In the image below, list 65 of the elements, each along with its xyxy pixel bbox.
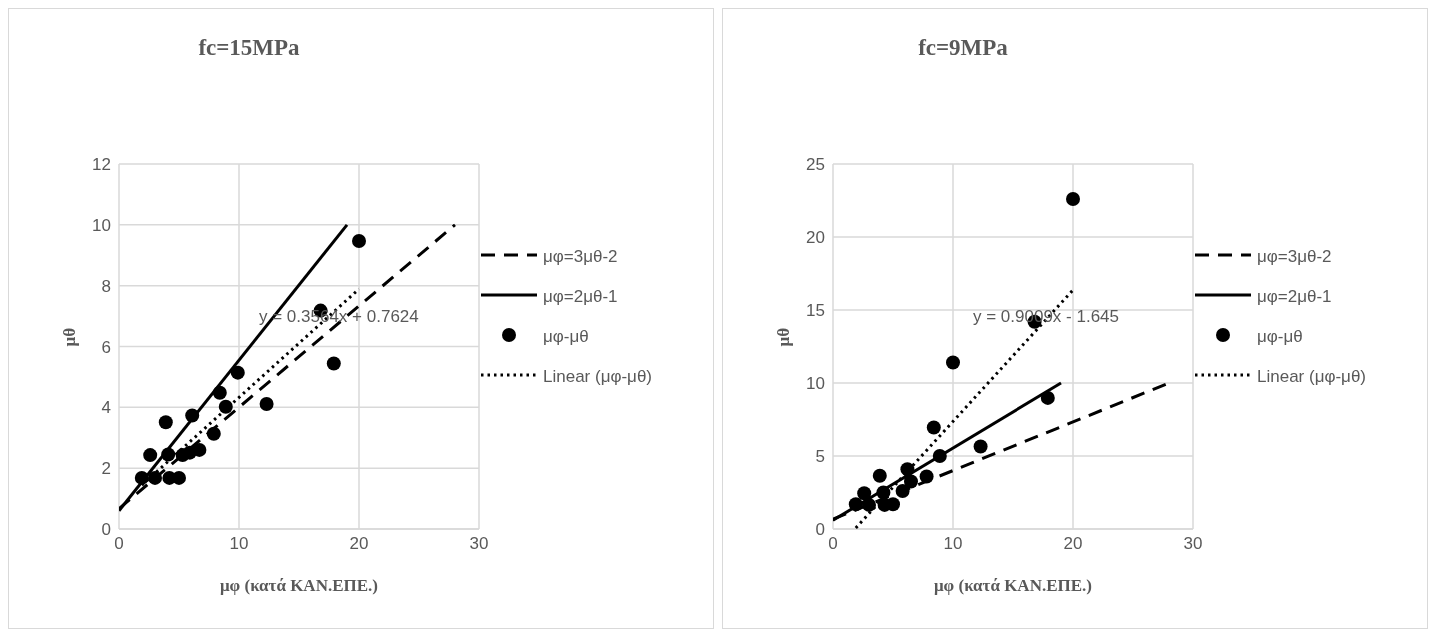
legend-label: μφ=3μθ-2 — [1257, 246, 1332, 267]
legend-label: μφ-μθ — [1257, 326, 1303, 347]
point — [904, 474, 918, 489]
legend-label: μφ=2μθ-1 — [543, 286, 618, 307]
legend-label: μφ=2μθ-1 — [1257, 286, 1332, 307]
x-tick-label: 20 — [349, 534, 369, 554]
x-axis-title: μφ (κατά ΚΑΝ.ΕΠΕ.) — [219, 576, 379, 595]
y-tick-label: 4 — [101, 398, 111, 418]
point — [932, 449, 947, 463]
point — [172, 470, 186, 485]
point — [862, 497, 876, 512]
point — [185, 408, 200, 423]
x-tick-label: 0 — [828, 534, 838, 554]
point — [230, 365, 245, 380]
y-tick-label: 10 — [92, 215, 111, 235]
x-tick-label: 10 — [943, 534, 963, 554]
y-tick-label: 8 — [101, 276, 111, 296]
point — [919, 469, 934, 484]
point — [326, 356, 341, 371]
y-tick-label: 0 — [101, 520, 111, 540]
legend-label: μφ=3μθ-2 — [543, 246, 618, 267]
point — [895, 484, 910, 499]
point — [161, 447, 176, 462]
y-tick-label: 0 — [815, 520, 825, 540]
y-tick-label: 15 — [806, 301, 825, 321]
point — [206, 426, 221, 441]
y-tick-label: 10 — [806, 374, 825, 394]
point — [926, 420, 941, 435]
legend-label: Linear (μφ-μθ) — [543, 366, 653, 387]
point — [973, 439, 988, 454]
point — [1066, 192, 1080, 207]
y-tick-label: 2 — [101, 459, 111, 479]
y-tick-label: 12 — [92, 155, 111, 175]
point — [212, 385, 227, 400]
point — [143, 448, 158, 463]
point — [192, 442, 207, 457]
point — [857, 486, 872, 501]
point — [352, 233, 366, 248]
x-tick-label: 20 — [1063, 534, 1083, 554]
y-tick-label: 20 — [806, 228, 825, 248]
x-tick-label: 10 — [229, 534, 249, 554]
x-tick-label: 0 — [114, 534, 124, 554]
y-axis-title: μθ — [60, 327, 80, 347]
x-tick-label: 30 — [469, 534, 489, 554]
point — [175, 448, 190, 463]
point — [946, 355, 960, 370]
y-tick-label: 5 — [815, 447, 825, 467]
chart-title: fc=9MPa — [917, 35, 1009, 61]
x-tick-label: 30 — [1183, 534, 1203, 554]
y-axis-title: μθ — [774, 327, 794, 347]
point — [148, 470, 162, 485]
point — [134, 470, 149, 485]
point — [848, 497, 863, 512]
point — [886, 497, 900, 512]
y-tick-label: 25 — [806, 155, 825, 175]
annotation: y = 0.9009x - 1.645 — [973, 307, 1120, 327]
point — [872, 468, 887, 483]
point — [158, 415, 173, 430]
point — [259, 396, 274, 411]
x-axis-title: μφ (κατά ΚΑΝ.ΕΠΕ.) — [933, 576, 1093, 595]
point — [1040, 390, 1055, 405]
y-tick-label: 6 — [101, 337, 111, 357]
chart-title: fc=15MPa — [197, 35, 301, 61]
legend-label: Linear (μφ-μθ) — [1257, 366, 1367, 387]
legend-label: μφ-μθ — [543, 326, 589, 347]
